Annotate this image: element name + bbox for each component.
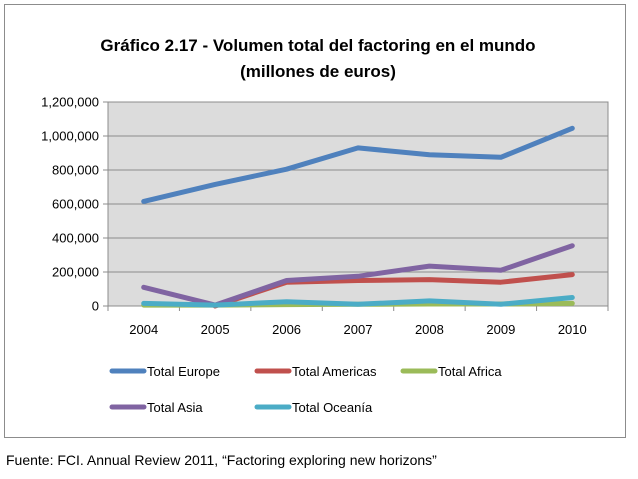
x-tick-label: 2009 [486,322,515,337]
line-chart: Gráfico 2.17 - Volumen total del factori… [41,36,609,415]
legend-label-2: Total Africa [438,364,502,379]
legend-label-3: Total Asia [147,400,203,415]
y-tick-label: 600,000 [52,197,99,212]
x-axis-ticks: 2004 2005 2006 2007 2008 2009 2010 [107,306,609,337]
x-tick-label: 2008 [415,322,444,337]
y-tick-label: 400,000 [52,231,99,246]
y-tick-label: 1,000,000 [41,129,99,144]
legend: Total Europe Total Americas Total Africa To… [109,364,502,415]
series-line-4 [141,295,575,308]
legend-label-0: Total Europe [147,364,220,379]
series-lines [141,125,575,309]
x-tick-label: 2004 [129,322,158,337]
x-tick-label: 2007 [344,322,373,337]
chart-frame: Gráfico 2.17 - Volumen total del factori… [4,4,626,438]
x-tick-label: 2005 [201,322,230,337]
source-note: Fuente: FCI. Annual Review 2011, “Factor… [6,452,437,468]
x-tick-label: 2010 [558,322,587,337]
y-tick-label: 0 [92,299,99,314]
y-axis-ticks: 0 200,000 400,000 600,000 800,000 1,000,000 1,… [41,95,108,314]
gridlines [108,101,608,273]
series-line-0 [141,125,575,204]
y-tick-label: 1,200,000 [41,95,99,110]
chart-title-line2: (millones de euros) [240,62,396,81]
chart-title-line1: Gráfico 2.17 - Volumen total del factori… [100,36,535,55]
y-tick-label: 800,000 [52,163,99,178]
legend-label-1: Total Americas [292,364,377,379]
x-tick-label: 2006 [272,322,301,337]
y-tick-label: 200,000 [52,265,99,280]
legend-label-4: Total Oceanía [292,400,373,415]
